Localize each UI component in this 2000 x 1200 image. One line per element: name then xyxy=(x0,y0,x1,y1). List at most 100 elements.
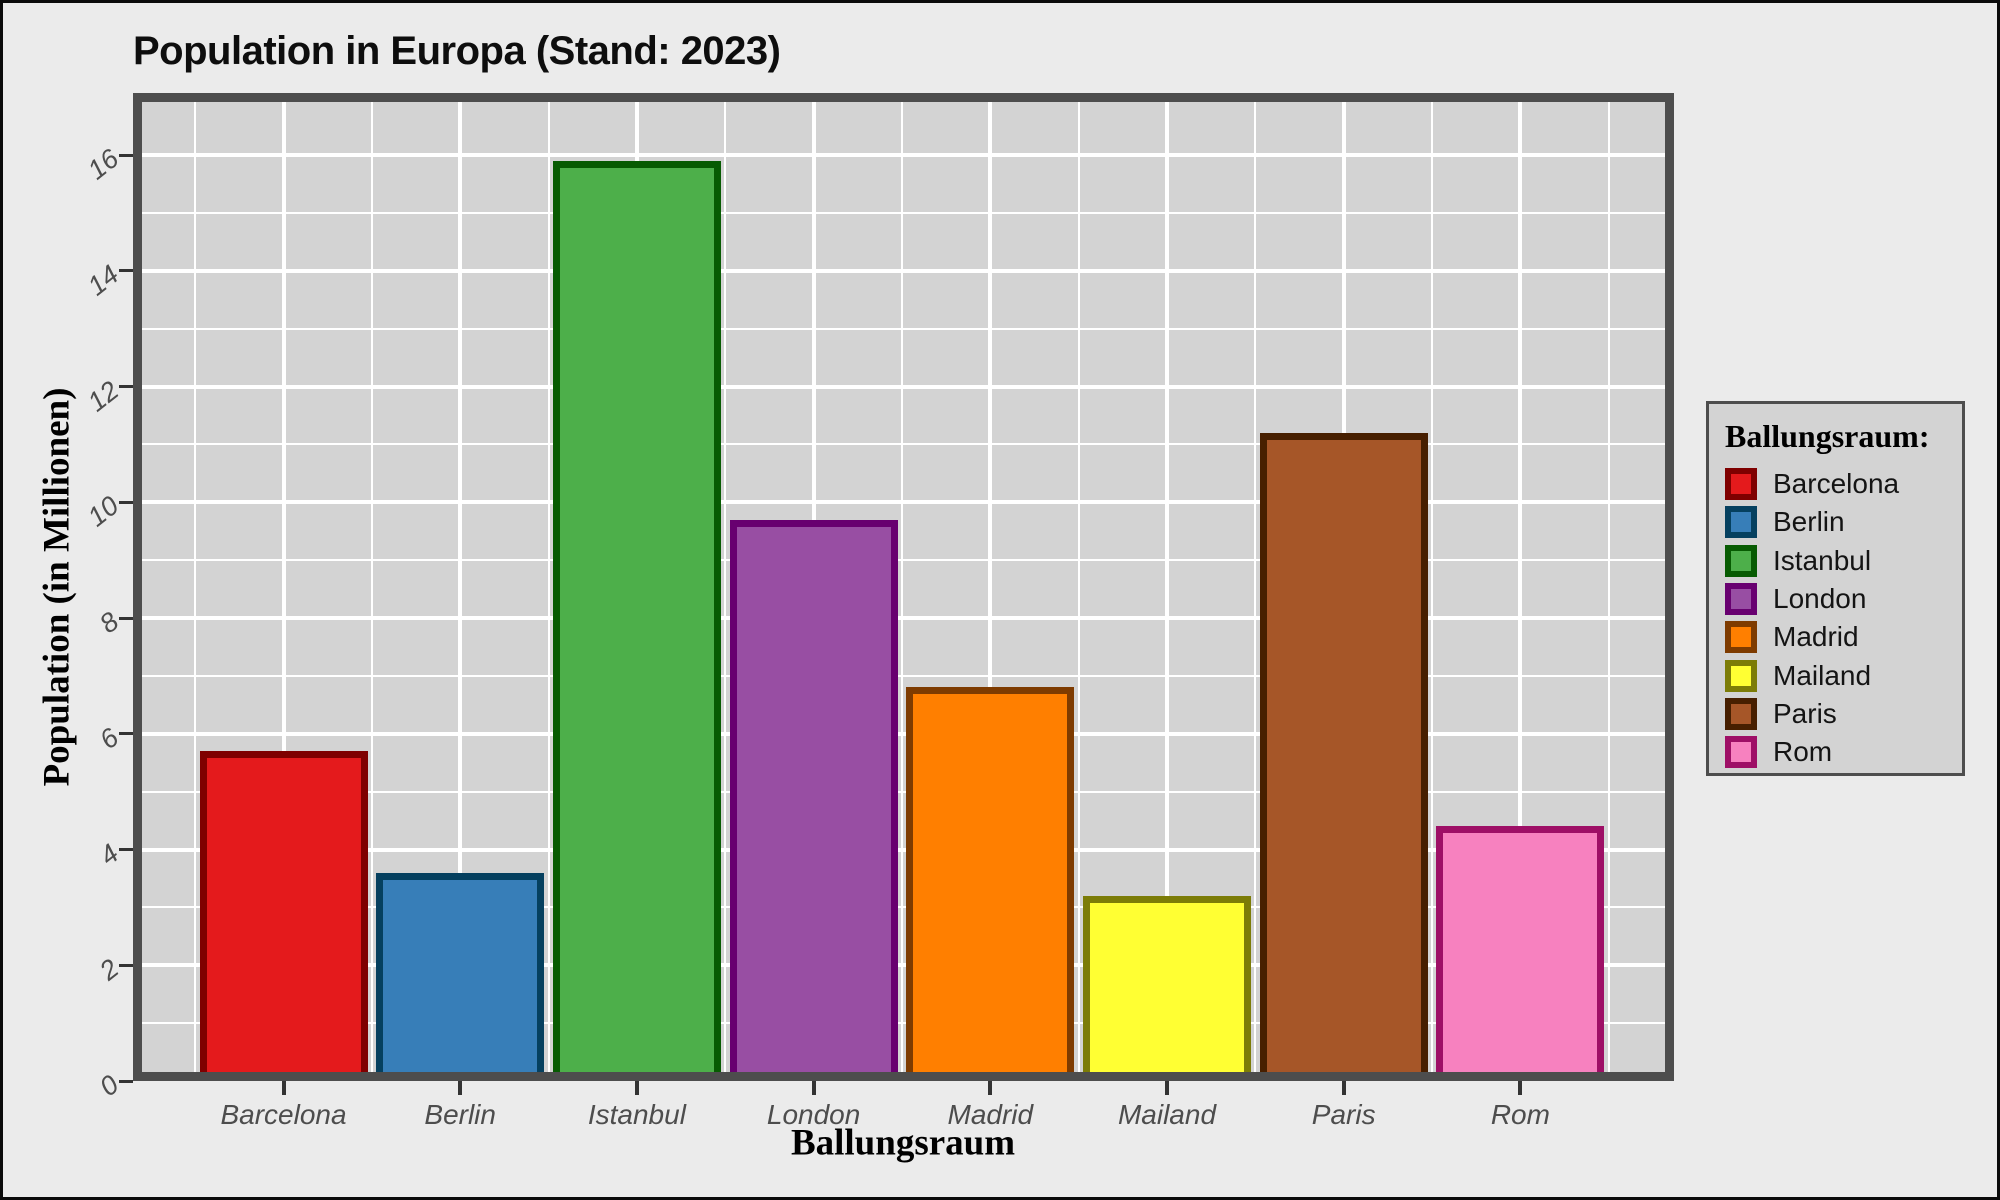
x-axis-title: Ballungsraum xyxy=(790,1122,1016,1164)
gridline-y-major xyxy=(142,963,1665,968)
legend-swatch-istanbul xyxy=(1725,544,1757,577)
y-tick xyxy=(119,963,133,967)
bar-rom xyxy=(1436,826,1605,1072)
legend-item-label: Istanbul xyxy=(1773,544,1872,576)
legend-item-barcelona: Barcelona xyxy=(1725,465,1946,503)
x-tick-label-london: London xyxy=(766,1099,861,1130)
legend-swatch-rom xyxy=(1725,736,1757,769)
gridline-x-major xyxy=(988,102,993,1072)
legend-item-label: Madrid xyxy=(1773,621,1859,653)
legend-swatch-london xyxy=(1725,583,1757,616)
gridline-y-major xyxy=(142,500,1665,505)
gridline-y-major xyxy=(142,616,1665,620)
y-tick xyxy=(119,1079,133,1083)
legend-title: Ballungsraum: xyxy=(1725,418,1930,454)
legend-item-istanbul: Istanbul xyxy=(1725,542,1946,580)
gridline-y-minor xyxy=(142,559,1665,562)
y-tick xyxy=(119,153,133,157)
y-tick-label: 0 xyxy=(93,1068,124,1102)
gridline-y-major xyxy=(142,268,1665,273)
gridline-x-minor xyxy=(194,102,197,1072)
gridline-x-minor xyxy=(1254,102,1257,1072)
y-tick xyxy=(119,500,133,504)
gridline-y-major xyxy=(142,731,1665,736)
gridline-y-minor xyxy=(142,327,1665,330)
legend-swatch-berlin xyxy=(1725,506,1757,539)
legend-item-label: Berlin xyxy=(1773,506,1845,538)
y-tick-label: 14 xyxy=(81,258,124,301)
chart-title: Population in Europa (Stand: 2023) xyxy=(133,29,781,73)
legend-swatch-barcelona xyxy=(1725,468,1757,501)
bar-mailand xyxy=(1083,895,1251,1072)
x-tick xyxy=(1518,1081,1523,1095)
y-tick-label: 16 xyxy=(81,142,124,185)
y-tick xyxy=(119,269,133,273)
x-tick-label-mailand: Mailand xyxy=(1117,1099,1217,1130)
legend-item-mailand: Mailand xyxy=(1725,656,1946,694)
gridline-x-minor xyxy=(1077,102,1080,1072)
gridline-x-minor xyxy=(900,102,903,1072)
x-tick-label-berlin: Berlin xyxy=(424,1099,496,1130)
legend-item-berlin: Berlin xyxy=(1725,503,1946,541)
gridline-x-major xyxy=(281,102,286,1072)
gridline-y-major xyxy=(142,384,1665,389)
bar-istanbul xyxy=(552,160,721,1072)
gridline-y-minor xyxy=(142,443,1665,446)
y-tick xyxy=(119,616,133,620)
gridline-y-major xyxy=(142,153,1665,157)
gridline-y-minor xyxy=(142,1022,1665,1025)
x-tick-label-rom: Rom xyxy=(1490,1099,1550,1130)
legend-item-label: London xyxy=(1773,583,1867,615)
y-tick xyxy=(119,848,133,851)
gridline-x-major xyxy=(458,102,463,1072)
gridline-x-minor xyxy=(547,102,550,1072)
bar-barcelona xyxy=(199,751,368,1072)
bar-madrid xyxy=(906,687,1075,1072)
gridline-y-minor xyxy=(142,674,1665,677)
y-axis-title: Population (in Millionen) xyxy=(36,387,78,787)
x-tick xyxy=(1165,1081,1169,1095)
y-tick-label: 12 xyxy=(81,374,124,417)
legend-item-london: London xyxy=(1725,580,1946,618)
plot-panel xyxy=(133,93,1674,1081)
x-tick-label-paris: Paris xyxy=(1311,1099,1376,1130)
x-tick xyxy=(988,1081,993,1095)
x-tick-label-madrid: Madrid xyxy=(947,1099,1034,1130)
legend-item-label: Rom xyxy=(1773,736,1833,768)
bar-london xyxy=(729,519,898,1072)
gridline-x-minor xyxy=(1607,102,1610,1072)
gridline-y-minor xyxy=(142,906,1665,909)
y-tick xyxy=(119,732,133,736)
gridline-x-minor xyxy=(1431,102,1434,1072)
bar-paris xyxy=(1259,432,1428,1072)
legend-item-label: Mailand xyxy=(1773,659,1872,691)
bar-berlin xyxy=(376,872,545,1072)
legend-swatch-paris xyxy=(1725,697,1757,730)
gridline-y-minor xyxy=(142,790,1665,793)
legend-item-madrid: Madrid xyxy=(1725,618,1946,656)
x-tick-label-barcelona: Barcelona xyxy=(220,1099,347,1130)
gridline-x-minor xyxy=(724,102,727,1072)
gridline-x-major xyxy=(1165,102,1169,1072)
gridline-y-major xyxy=(142,847,1665,852)
legend-item-label: Barcelona xyxy=(1773,468,1900,500)
gridline-x-major xyxy=(1518,102,1523,1072)
x-tick-label-istanbul: Istanbul xyxy=(587,1099,686,1130)
y-tick-label: 4 xyxy=(93,837,124,871)
gridline-y-minor xyxy=(142,211,1665,214)
plot-area xyxy=(142,102,1665,1072)
legend-swatch-mailand xyxy=(1725,659,1757,692)
legend: Ballungsraum: Barcelona Berlin Istanbul Lon… xyxy=(1706,401,1965,776)
legend-item-rom: Rom xyxy=(1725,733,1946,771)
y-tick-label: 2 xyxy=(93,953,124,986)
gridline-x-minor xyxy=(370,102,373,1072)
x-tick xyxy=(1341,1081,1346,1095)
y-tick xyxy=(119,385,133,388)
x-tick xyxy=(281,1081,286,1095)
legend-items: Barcelona Berlin Istanbul London Madrid Maila… xyxy=(1725,465,1946,771)
legend-item-paris: Paris xyxy=(1725,695,1946,733)
legend-swatch-madrid xyxy=(1725,621,1757,654)
x-tick xyxy=(634,1081,639,1095)
x-tick xyxy=(458,1081,463,1095)
